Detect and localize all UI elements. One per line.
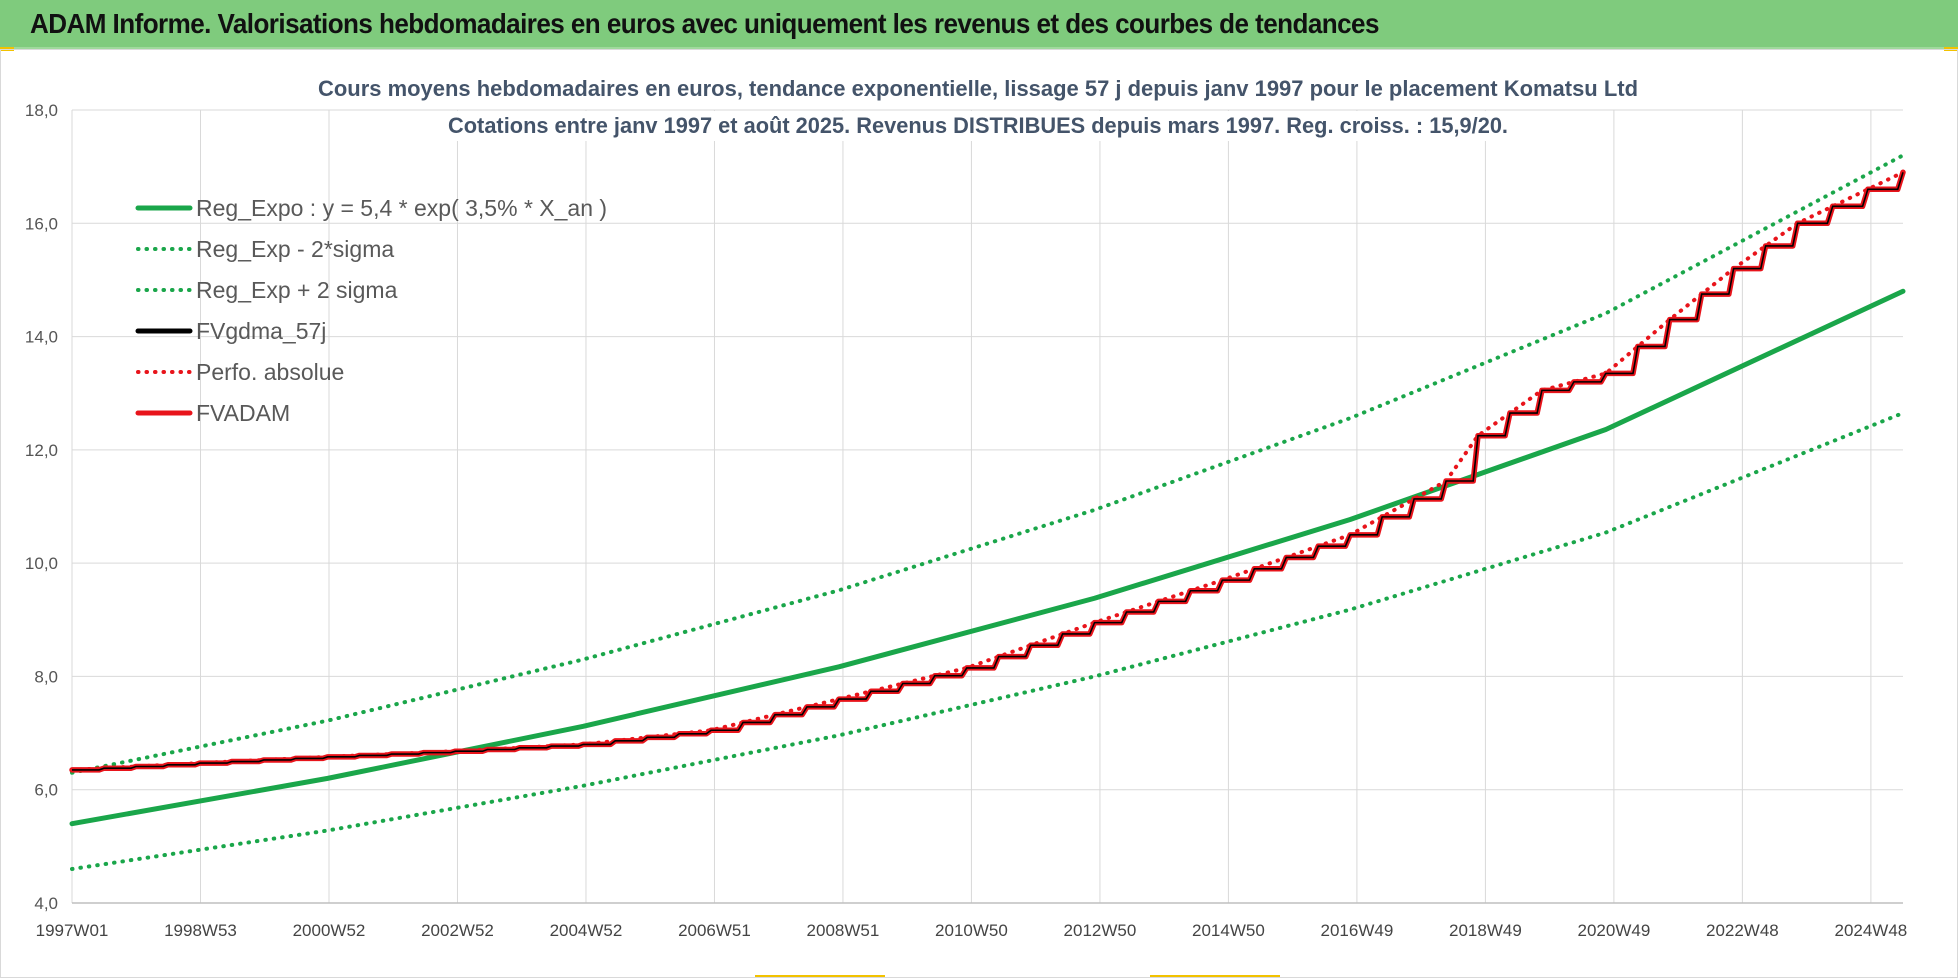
chart-title-line: Cours moyens hebdomadaires en euros, ten… — [318, 76, 1638, 101]
y-tick-label: 10,0 — [25, 554, 58, 573]
x-tick-label: 2014W50 — [1192, 921, 1265, 940]
legend: Reg_Expo : y = 5,4 * exp( 3,5% * X_an ) R… — [135, 195, 607, 426]
chart-title-bg — [312, 74, 1644, 104]
x-tick-label: 2022W48 — [1706, 921, 1779, 940]
chart-title-line: Cotations entre janv 1997 et août 2025. … — [448, 113, 1508, 138]
x-tick-label: 2012W50 — [1064, 921, 1137, 940]
legend-label-1: Reg_Exp - 2*sigma — [196, 236, 394, 262]
x-tick-label: 2008W51 — [807, 921, 880, 940]
x-tick-label: 2018W49 — [1449, 921, 1522, 940]
legend-label-2: Reg_Exp + 2 sigma — [196, 277, 398, 303]
chart-title-bg — [442, 111, 1514, 141]
grid-lines — [71, 109, 1903, 904]
chart-title: Cours moyens hebdomadaires en euros, ten… — [312, 74, 1644, 141]
series-line-2 — [70, 153, 1905, 775]
banner-title: ADAM Informe. Valorisations hebdomadaire… — [30, 8, 1379, 39]
legend-label-0: Reg_Expo : y = 5,4 * exp( 3,5% * X_an ) — [196, 195, 607, 221]
x-tick-label: 2002W52 — [421, 921, 494, 940]
legend-label-3: FVgdma_57j — [196, 318, 326, 344]
series-lines — [69, 153, 1906, 872]
y-axis-ticks: 4,0 6,0 8,0 10,0 12,0 14,0 16,0 18,0 — [25, 101, 58, 913]
x-tick-label: 2016W49 — [1321, 921, 1394, 940]
x-tick-label: 2024W48 — [1834, 921, 1907, 940]
y-tick-label: 12,0 — [25, 441, 58, 460]
series-line-gdma-top — [72, 172, 1904, 771]
y-tick-label: 4,0 — [34, 894, 58, 913]
series-line-0 — [69, 288, 1906, 827]
header-banner: ADAM Informe. Valorisations hebdomadaire… — [0, 0, 1958, 49]
x-tick-label: 2010W50 — [935, 921, 1008, 940]
y-tick-label: 6,0 — [34, 781, 58, 800]
x-tick-label: 2004W52 — [550, 921, 623, 940]
y-tick-label: 8,0 — [34, 667, 58, 686]
x-tick-label: 2006W51 — [678, 921, 751, 940]
y-tick-label: 14,0 — [25, 328, 58, 347]
legend-label-4: Perfo. absolue — [196, 359, 344, 385]
x-tick-label: 1997W01 — [36, 921, 109, 940]
y-tick-label: 18,0 — [25, 101, 58, 120]
x-tick-label: 2020W49 — [1578, 921, 1651, 940]
x-tick-label: 2000W52 — [293, 921, 366, 940]
y-tick-label: 16,0 — [25, 214, 58, 233]
legend-label-5: FVADAM — [196, 400, 290, 426]
corner-mark-bottom-right — [1150, 975, 1280, 978]
x-tick-label: 1998W53 — [164, 921, 237, 940]
x-axis-ticks: 1997W01 1998W53 2000W52 2002W52 2004W52 2006W… — [36, 921, 1908, 940]
series-line-1 — [70, 411, 1905, 872]
corner-mark-bottom-left — [755, 975, 885, 978]
